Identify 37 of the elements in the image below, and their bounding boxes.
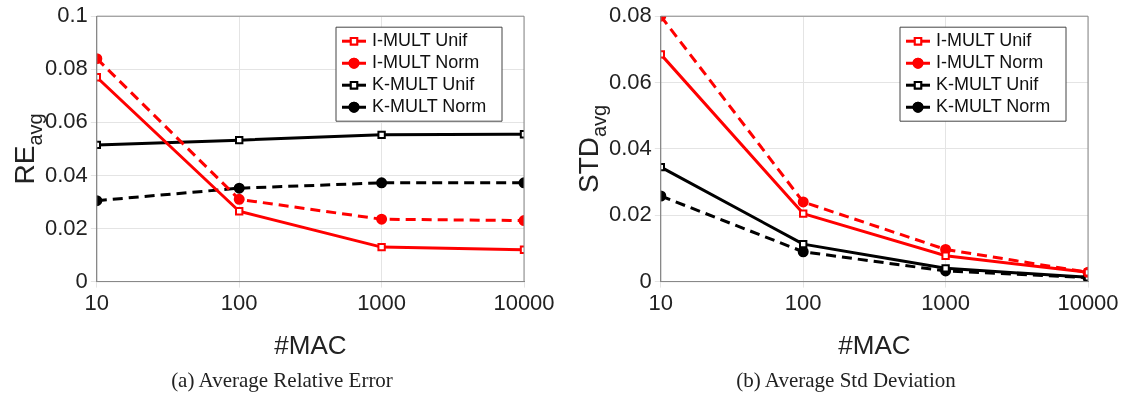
- y-axis-title: STDavg: [573, 104, 610, 194]
- point: [377, 130, 386, 140]
- text: (b) Average Std Deviation: [735, 368, 957, 393]
- point: [235, 135, 244, 145]
- x-tick-label: 10000: [1057, 289, 1119, 315]
- text: (a) Average Relative Error: [170, 368, 394, 393]
- point: [941, 251, 950, 260]
- legend-label: K-MULT Unif: [936, 74, 1040, 95]
- x-tick-label: 100: [220, 289, 258, 315]
- y-tick-label: 0.06: [608, 68, 652, 94]
- y-tick-label: 0.02: [608, 201, 652, 227]
- y-tick-label: 0.08: [608, 2, 652, 28]
- point: [377, 242, 386, 252]
- x-tick-label: 1000: [921, 289, 971, 315]
- legend-label: I-MULT Norm: [936, 52, 1044, 73]
- y-tick-label: 0.08: [44, 55, 88, 81]
- point: [797, 196, 809, 208]
- y-tick-label: 0.04: [608, 134, 652, 160]
- y-axis-title: REavg: [9, 113, 46, 185]
- legend-label: I-MULT Unif: [372, 30, 469, 51]
- point: [799, 209, 808, 218]
- x-tick-label: 10000: [493, 289, 555, 315]
- y-tick-label: 0.1: [57, 2, 88, 28]
- y-tick-label: 0.02: [44, 214, 88, 240]
- point: [799, 239, 808, 249]
- y-tick-label: 0.04: [44, 161, 88, 187]
- x-axis-title: #MAC: [274, 330, 347, 360]
- point: [797, 246, 809, 258]
- point: [235, 207, 244, 216]
- x-tick-label: 100: [784, 289, 822, 315]
- legend-label: I-MULT Unif: [936, 30, 1033, 51]
- x-tick-label: 1000: [357, 289, 407, 315]
- x-axis-title: #MAC: [838, 330, 911, 360]
- legend-label: K-MULT Norm: [936, 96, 1051, 117]
- legend-label: I-MULT Norm: [372, 52, 480, 73]
- legend-label: K-MULT Unif: [372, 74, 476, 95]
- legend-label: K-MULT Norm: [372, 96, 487, 117]
